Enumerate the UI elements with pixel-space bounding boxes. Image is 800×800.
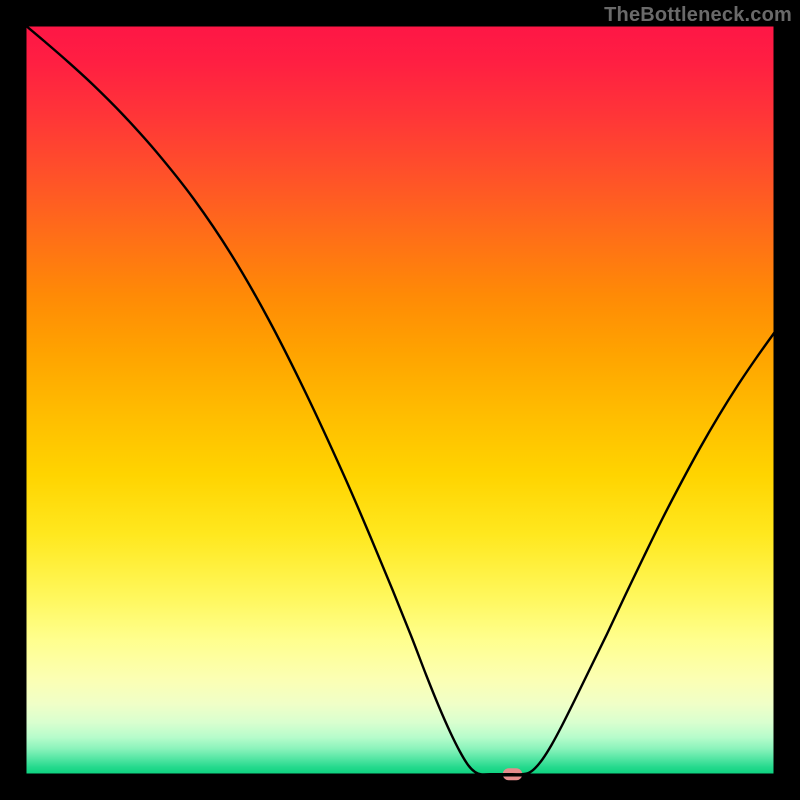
bottleneck-chart: [0, 0, 800, 800]
plot-background: [25, 25, 775, 775]
watermark-label: TheBottleneck.com: [604, 4, 792, 27]
chart-container: TheBottleneck.com: [0, 0, 800, 800]
